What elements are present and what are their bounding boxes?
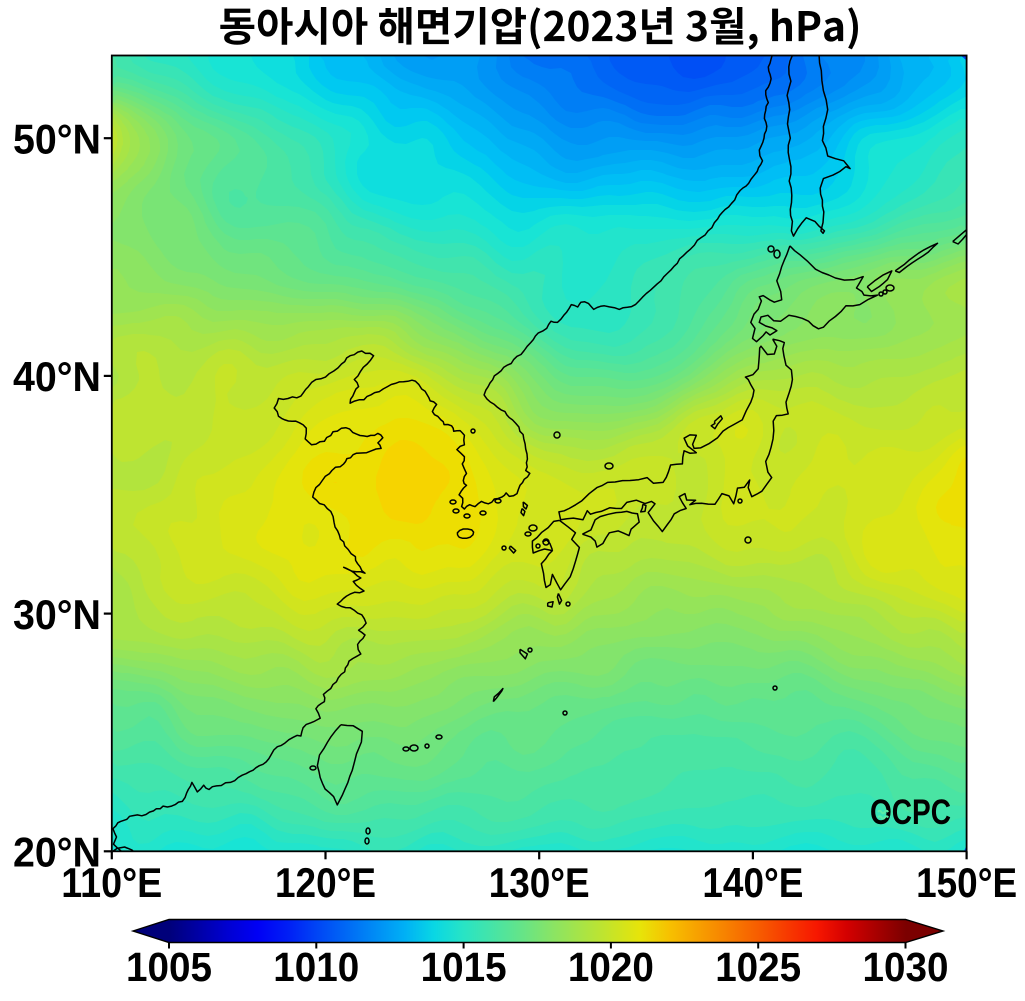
svg-text:50°N: 50°N <box>13 115 101 162</box>
svg-text:20°N: 20°N <box>13 829 101 876</box>
svg-text:1025: 1025 <box>715 944 801 990</box>
svg-text:1005: 1005 <box>126 944 212 990</box>
svg-text:120°E: 120°E <box>275 859 376 906</box>
svg-text:1020: 1020 <box>568 944 654 990</box>
svg-text:1010: 1010 <box>273 944 359 990</box>
svg-text:150°E: 150°E <box>916 859 1017 906</box>
svg-text:140°E: 140°E <box>702 859 803 906</box>
svg-text:40°N: 40°N <box>13 353 101 400</box>
svg-text:1015: 1015 <box>421 944 507 990</box>
svg-text:1030: 1030 <box>863 944 949 990</box>
svg-text:30°N: 30°N <box>13 591 101 638</box>
svg-text:110°E: 110°E <box>61 859 162 906</box>
svg-text:130°E: 130°E <box>489 859 590 906</box>
